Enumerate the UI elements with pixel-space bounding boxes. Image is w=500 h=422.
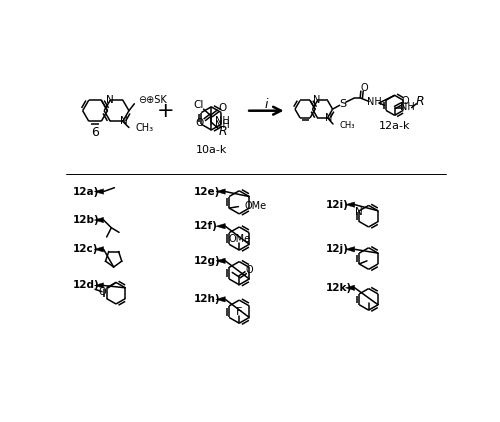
Text: NH: NH xyxy=(367,97,382,107)
Text: CH₃: CH₃ xyxy=(340,121,355,130)
Text: 12k): 12k) xyxy=(326,283,352,293)
Text: O: O xyxy=(360,84,368,93)
Text: +: + xyxy=(157,101,174,121)
Text: 12a): 12a) xyxy=(72,187,99,197)
Text: O: O xyxy=(218,103,226,114)
Text: 6: 6 xyxy=(91,126,99,139)
Text: Cl: Cl xyxy=(194,100,204,110)
Text: S: S xyxy=(339,99,346,109)
Text: 12e): 12e) xyxy=(194,187,220,197)
Text: 10a-k: 10a-k xyxy=(196,145,227,155)
Text: 12c): 12c) xyxy=(72,244,98,254)
Text: 12f): 12f) xyxy=(194,221,218,231)
Polygon shape xyxy=(94,217,104,223)
Text: N: N xyxy=(354,207,362,217)
Text: ⊖⊕SK: ⊖⊕SK xyxy=(138,95,167,105)
Text: O: O xyxy=(196,118,204,128)
Text: OMe: OMe xyxy=(244,201,267,211)
Text: 12h): 12h) xyxy=(194,295,221,304)
Text: O: O xyxy=(402,97,409,106)
Polygon shape xyxy=(346,246,354,252)
Text: N: N xyxy=(120,116,128,126)
Polygon shape xyxy=(94,189,104,194)
Polygon shape xyxy=(216,297,225,302)
Text: 12a-k: 12a-k xyxy=(379,121,410,131)
Text: O: O xyxy=(98,287,106,297)
Polygon shape xyxy=(216,189,225,194)
Polygon shape xyxy=(94,283,104,288)
Text: NH: NH xyxy=(400,102,415,112)
Text: 12j): 12j) xyxy=(326,244,349,254)
Text: N: N xyxy=(106,95,114,105)
Polygon shape xyxy=(216,224,225,229)
Text: N: N xyxy=(313,95,320,106)
Text: O: O xyxy=(246,265,253,275)
Text: 12d): 12d) xyxy=(72,281,100,290)
Text: 12g): 12g) xyxy=(194,256,221,266)
Text: F: F xyxy=(236,307,242,316)
Text: 12i): 12i) xyxy=(326,200,349,210)
Polygon shape xyxy=(346,202,354,207)
Text: 12b): 12b) xyxy=(72,215,100,225)
Polygon shape xyxy=(216,258,225,264)
Text: N: N xyxy=(324,113,332,123)
Text: CH₃: CH₃ xyxy=(136,123,154,133)
Polygon shape xyxy=(346,285,354,290)
Polygon shape xyxy=(94,246,104,252)
Text: R: R xyxy=(416,95,424,108)
Text: R: R xyxy=(218,125,227,138)
Text: NH: NH xyxy=(215,116,230,126)
Text: OMe: OMe xyxy=(228,233,250,243)
Text: i: i xyxy=(264,98,268,111)
Text: NH: NH xyxy=(215,120,230,130)
